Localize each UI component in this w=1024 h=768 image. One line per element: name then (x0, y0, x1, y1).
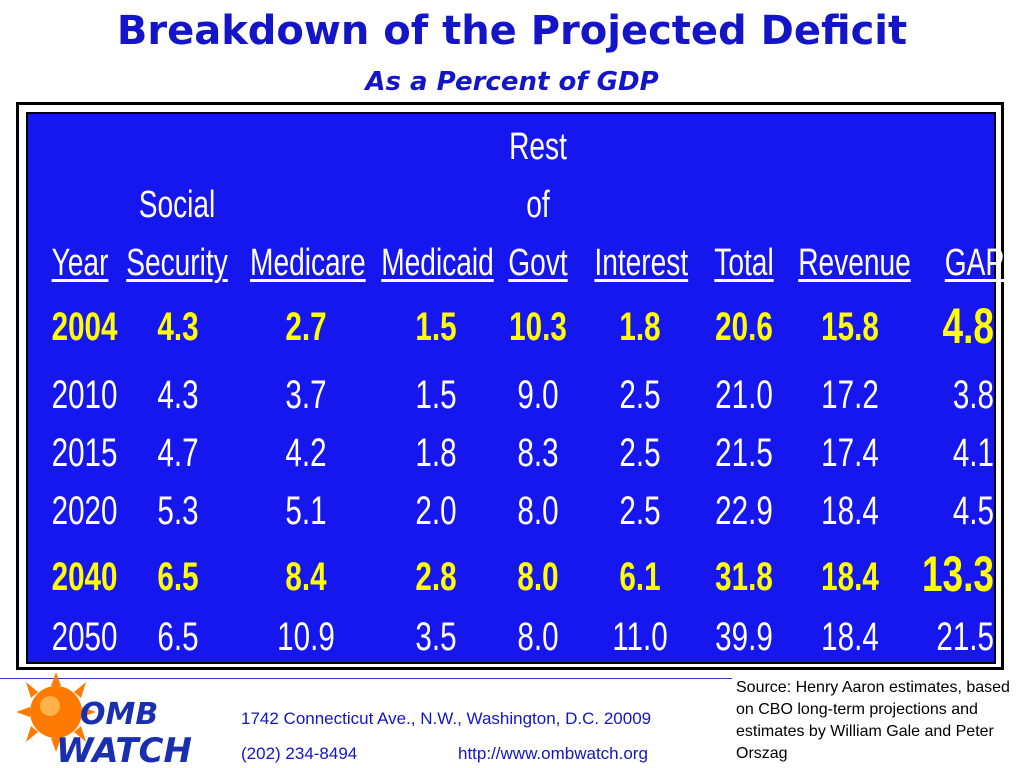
row-2040-year: 2040 (51, 555, 118, 599)
row-2004-revenue: 15.8 (821, 305, 879, 349)
deficit-table: Year Social Security Medicare Medicaid R… (26, 112, 1004, 664)
slide-subtitle: As a Percent of GDP (365, 67, 659, 97)
header-interest: Interest (594, 242, 689, 284)
row-2015-rest-of-govt: 8.3 (517, 431, 559, 475)
row-2010-total: 21.0 (715, 373, 773, 417)
row-2004-total: 20.6 (715, 305, 773, 349)
header-total: Total (714, 242, 774, 284)
row-2004-interest: 1.8 (619, 305, 661, 349)
row-2010-medicaid: 1.5 (415, 373, 457, 417)
row-2040-gap: 13.3 (921, 546, 994, 602)
row-2020-interest: 2.5 (619, 489, 661, 533)
row-2040-revenue: 18.4 (821, 555, 879, 599)
row-2040-total: 31.8 (715, 555, 773, 599)
footer-phone: (202) 234-8494 (241, 744, 358, 763)
row-2050-year: 2050 (51, 615, 118, 659)
row-2050-social-security: 6.5 (157, 615, 199, 659)
row-2010-social-security: 4.3 (157, 373, 199, 417)
header-rest-line1: Rest (509, 126, 567, 168)
row-2004-medicare: 2.7 (285, 305, 327, 349)
row-2004-medicaid: 1.5 (415, 305, 457, 349)
row-2010-year: 2010 (51, 373, 118, 417)
header-revenue: Revenue (798, 242, 911, 284)
row-2015-total: 21.5 (715, 431, 773, 475)
row-2015-medicare: 4.2 (285, 431, 327, 475)
row-2004-year: 2004 (51, 305, 118, 349)
row-2004-social-security: 4.3 (157, 305, 199, 349)
row-2020-gap: 4.5 (952, 489, 994, 533)
header-rest-line2: of (526, 184, 550, 226)
row-2040-interest: 6.1 (619, 555, 661, 599)
logo-omb: OMB (80, 697, 158, 732)
row-2050-total: 39.9 (715, 615, 773, 659)
row-2020-rest-of-govt: 8.0 (517, 489, 559, 533)
row-2020-year: 2020 (51, 489, 118, 533)
header-social-line1: Social (138, 184, 216, 226)
logo-watch: WATCH (56, 731, 192, 768)
source-note: Source: Henry Aaron estimates, based on … (736, 679, 1010, 762)
footer-divider (0, 678, 732, 679)
row-2040-medicaid: 2.8 (415, 555, 457, 599)
row-2004-gap: 4.8 (942, 298, 994, 354)
row-2015-revenue: 17.4 (821, 431, 879, 475)
row-2010-interest: 2.5 (619, 373, 661, 417)
row-2050-medicare: 10.9 (277, 615, 335, 659)
row-2020-medicaid: 2.0 (415, 489, 457, 533)
row-2020-medicare: 5.1 (285, 489, 327, 533)
row-2050-revenue: 18.4 (821, 615, 879, 659)
header-medicare: Medicare (250, 242, 366, 284)
row-2040-social-security: 6.5 (157, 555, 199, 599)
row-2015-gap: 4.1 (952, 431, 994, 475)
header-year: Year (51, 242, 109, 284)
row-2020-social-security: 5.3 (157, 489, 199, 533)
row-2050-interest: 11.0 (612, 615, 668, 659)
header-medicaid: Medicaid (381, 242, 494, 284)
row-2040-medicare: 8.4 (285, 555, 327, 599)
row-2015-medicaid: 1.8 (415, 431, 457, 475)
footer-address: 1742 Connecticut Ave., N.W., Washington,… (241, 709, 652, 728)
footer-url[interactable]: http://www.ombwatch.org (458, 744, 648, 763)
row-2050-rest-of-govt: 8.0 (517, 615, 559, 659)
row-2004-rest-of-govt: 10.3 (509, 305, 567, 349)
slide-title: Breakdown of the Projected Deficit (116, 8, 908, 54)
row-2015-year: 2015 (51, 431, 118, 475)
row-2010-medicare: 3.7 (285, 373, 327, 417)
row-2015-interest: 2.5 (619, 431, 661, 475)
row-2020-revenue: 18.4 (821, 489, 879, 533)
header-rest-line3: Govt (508, 242, 568, 284)
row-2010-rest-of-govt: 9.0 (517, 373, 559, 417)
header-social-line2: Security (126, 242, 228, 284)
row-2010-revenue: 17.2 (821, 373, 879, 417)
sun-icon (16, 672, 96, 752)
omb-watch-logo: OMB WATCH (16, 672, 192, 768)
row-2020-total: 22.9 (715, 489, 773, 533)
row-2010-gap: 3.8 (952, 373, 994, 417)
row-2015-social-security: 4.7 (157, 431, 199, 475)
row-2050-medicaid: 3.5 (415, 615, 457, 659)
header-gap: GAP (944, 242, 1005, 284)
row-2040-rest-of-govt: 8.0 (517, 555, 559, 599)
row-2050-gap: 21.5 (936, 615, 994, 659)
